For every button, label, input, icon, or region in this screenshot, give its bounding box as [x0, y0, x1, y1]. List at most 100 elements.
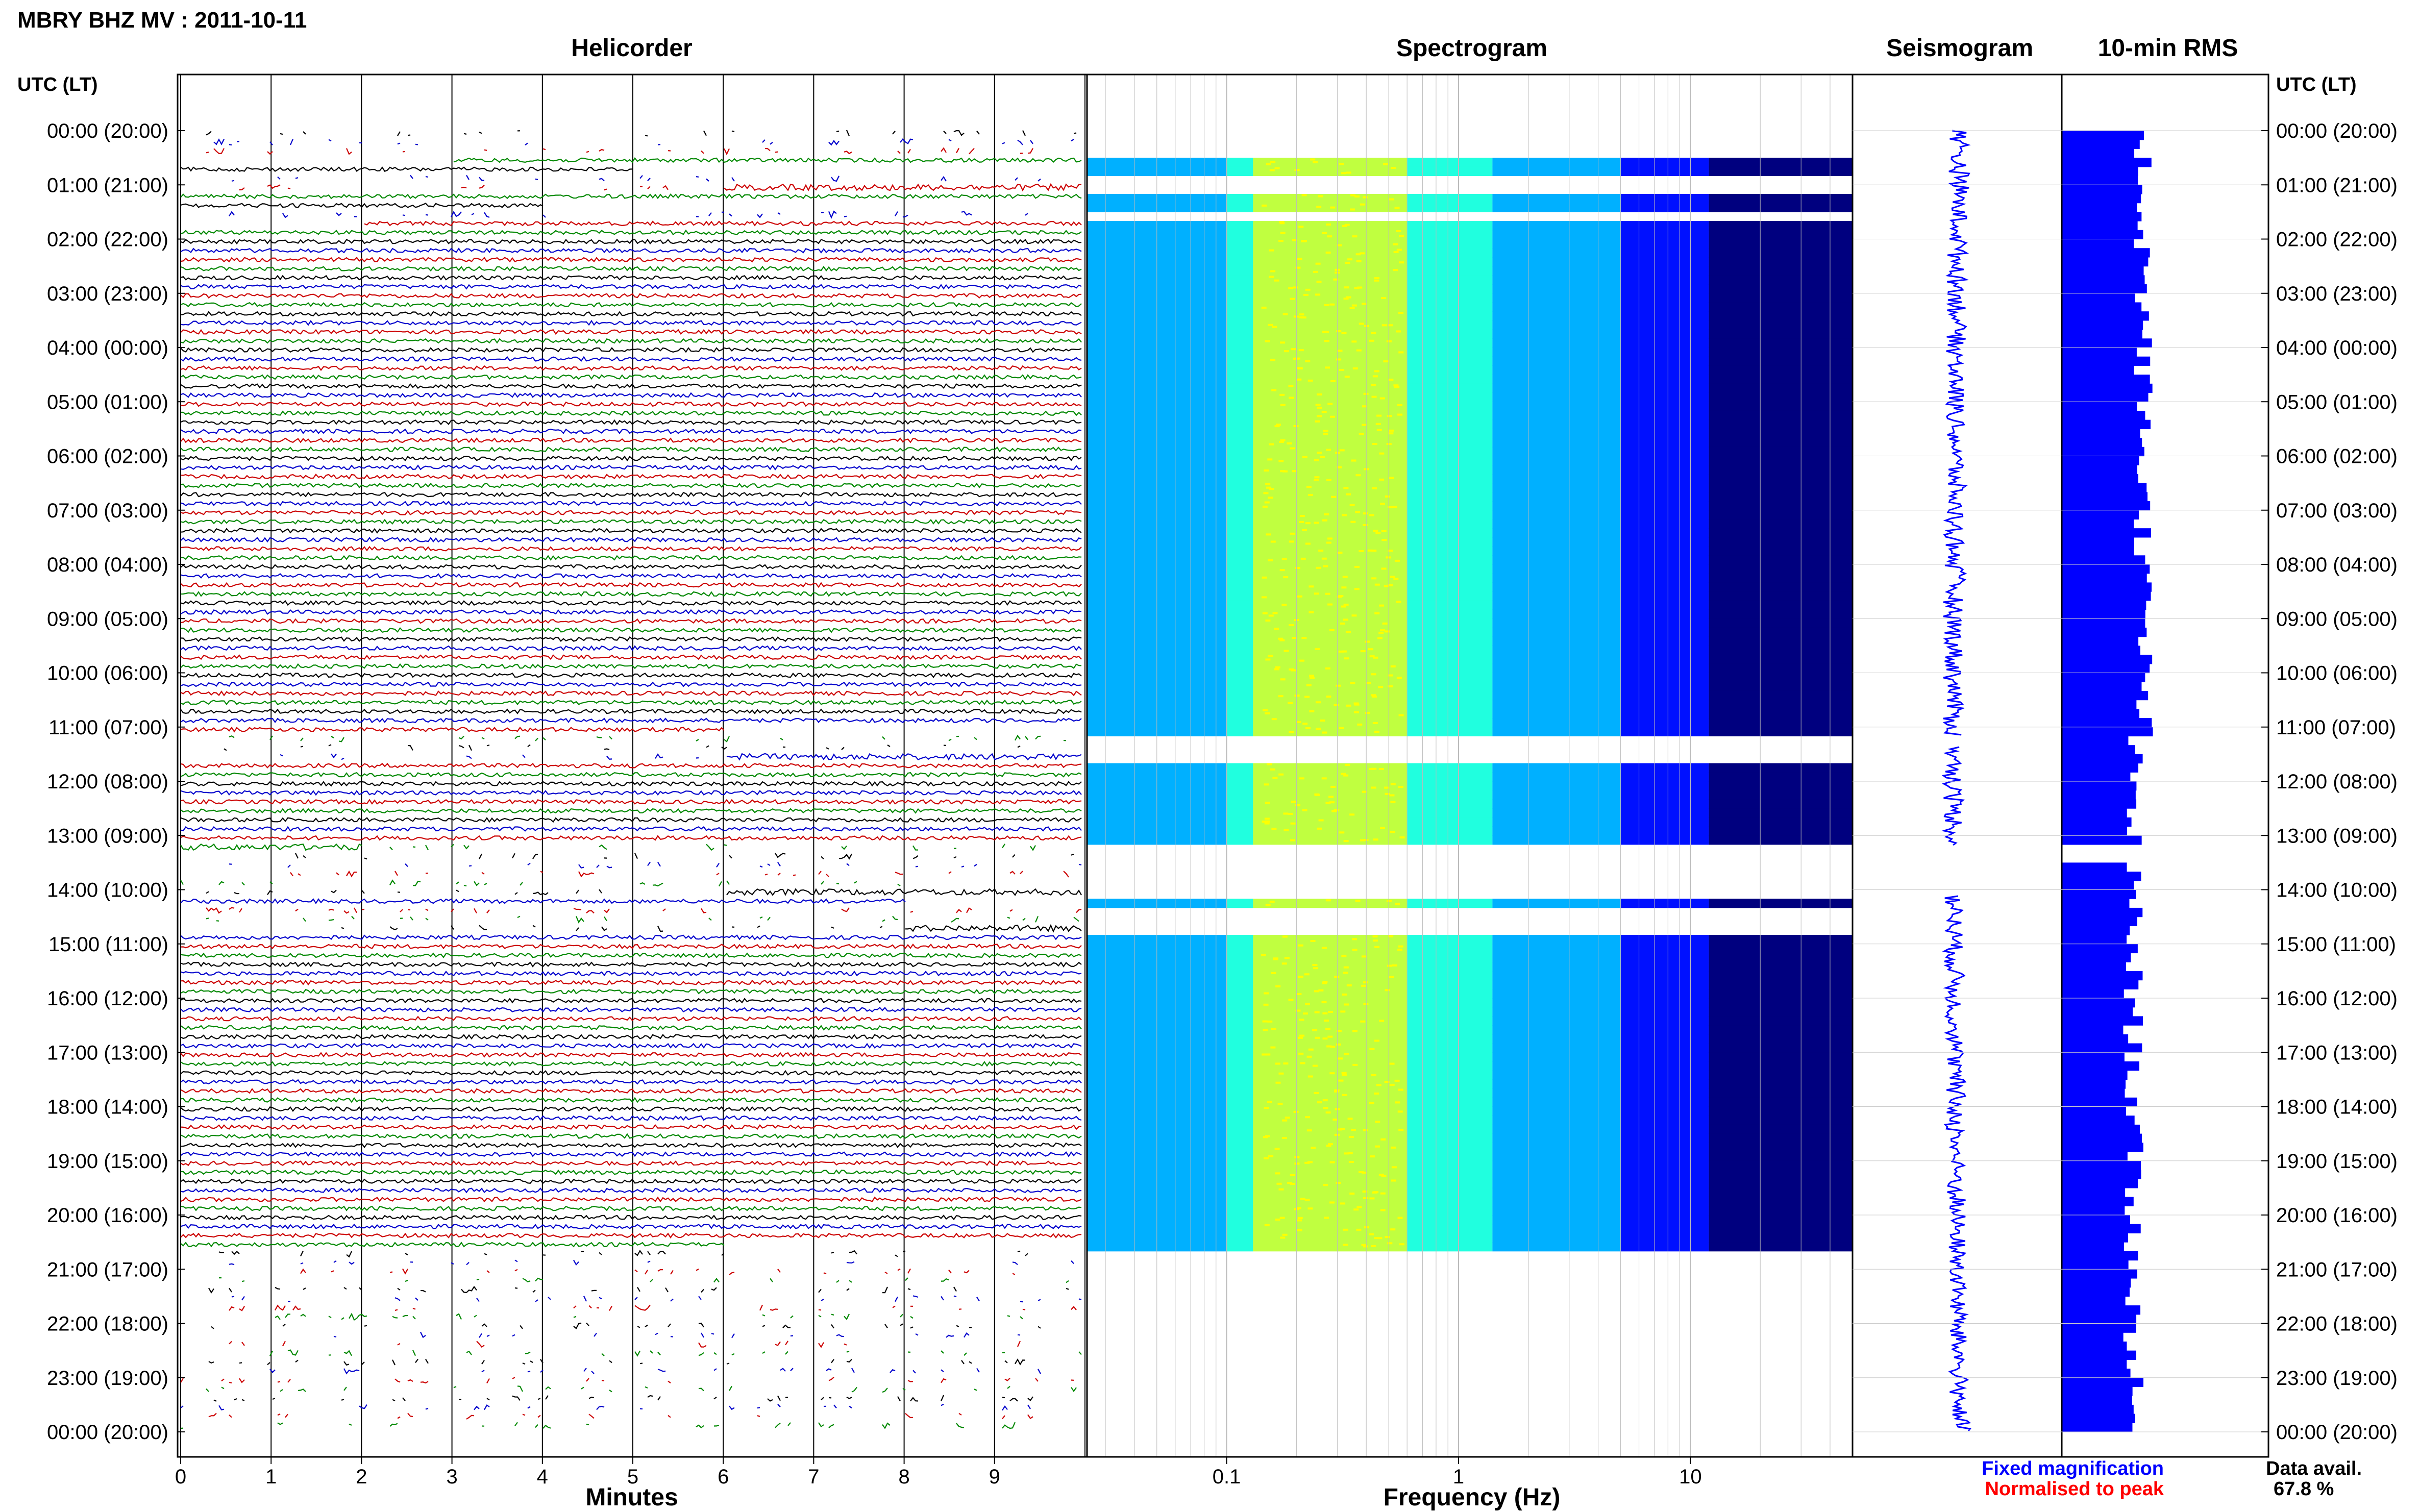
spectrogram-cell [1385, 989, 1390, 992]
spectrogram-cell [1377, 1237, 1383, 1240]
spectrogram-cell [1492, 655, 1621, 664]
spectrogram-cell [1325, 667, 1330, 670]
time-labels: 00:00 (20:00) 00:00 (20:00)01:00 (21:00) 0… [47, 120, 2398, 1444]
spectrogram-cell [1492, 790, 1621, 800]
spectrogram-cell [1386, 900, 1392, 902]
spectrogram-cell [1492, 781, 1621, 791]
spectrogram-cell [1407, 1233, 1493, 1243]
spectrogram-cell [1270, 1046, 1276, 1049]
spectrogram-cell [1226, 1061, 1253, 1071]
spectrogram-cell [1279, 221, 1285, 224]
spectrogram-cell [1226, 483, 1253, 492]
helicorder-trace [180, 636, 1082, 642]
spectrogram-cell [1407, 673, 1493, 682]
helicorder-trace [180, 699, 1082, 706]
spectrogram-cell [1492, 338, 1621, 348]
spectrogram-cell [1282, 1119, 1288, 1122]
spectrogram-cell [1709, 546, 1853, 556]
spectrogram-cell [1374, 946, 1380, 948]
spectrogram-cell [1226, 320, 1253, 330]
spectrogram-cell [1709, 221, 1853, 231]
helicorder-trace [180, 455, 1082, 462]
spectrogram-cell [1355, 511, 1361, 513]
spectrogram-cell [1354, 565, 1360, 568]
rms-frame [2061, 73, 2269, 1458]
spectrogram-cell [1262, 1053, 1267, 1056]
rms-bar [2062, 953, 2131, 962]
spectrogram-cell [1253, 1052, 1408, 1062]
spectrogram-cell [1492, 962, 1621, 972]
spectrogram-cell [1337, 552, 1343, 554]
spectrogram-cell [1334, 809, 1339, 812]
time-label-right: 22:00 (18:00) [2276, 1313, 2398, 1335]
spectrogram-cell [1326, 1145, 1331, 1147]
spectrogram-cell [1620, 817, 1709, 827]
spectrogram-cell [1253, 275, 1408, 285]
spectrogram-cell [1345, 261, 1350, 264]
rms-bar [2062, 284, 2147, 294]
spectrogram-cell [1316, 393, 1322, 395]
time-label-left: 00:00 (20:00) [47, 120, 168, 142]
spectrogram-cell [1226, 799, 1253, 809]
rms-bar [2062, 375, 2150, 384]
spectrogram-cell [1290, 839, 1295, 841]
rms-bar [2062, 275, 2145, 285]
spectrogram-cell [1298, 349, 1304, 352]
spectrogram-cell [1709, 429, 1853, 438]
helicorder-trace [180, 1214, 1082, 1221]
spectrogram-cell [1369, 514, 1374, 516]
spectrogram-cell [1253, 690, 1408, 701]
spectrogram-cell [1226, 673, 1253, 682]
spectrogram-cell [1407, 564, 1493, 574]
spectrogram-cell [1305, 522, 1311, 525]
spectrogram-cell [1492, 365, 1621, 375]
spectrogram-cell [1390, 1228, 1396, 1231]
spectrogram-cell [1312, 1064, 1318, 1067]
spectrogram-cell [1709, 781, 1853, 791]
spectrogram-cell [1329, 1072, 1335, 1075]
helicorder-x-tick-label: 6 [718, 1466, 729, 1488]
spectrogram-cell [1314, 522, 1319, 524]
spectrogram-cell [1355, 474, 1361, 477]
spectrogram-cell [1709, 727, 1853, 736]
helicorder-trace [180, 501, 1082, 507]
spectrogram-cell [1396, 601, 1401, 603]
spectrogram-cell [1298, 975, 1303, 978]
spectrogram-cell [1351, 340, 1357, 343]
rms-bar [2062, 907, 2143, 918]
spectrogram-cell [1387, 1242, 1393, 1245]
spectrogram-cell [1309, 585, 1314, 588]
spectrogram-cell [1326, 1045, 1332, 1048]
spectrogram-cell [1280, 1236, 1286, 1239]
spectrogram-cell [1709, 338, 1853, 348]
spectrogram-cell [1385, 1236, 1390, 1238]
spectrogram-cell [1492, 1079, 1621, 1089]
spectrogram-cell [1226, 447, 1253, 456]
spectrogram-cell [1398, 1088, 1403, 1091]
spectrogram-cell [1353, 702, 1359, 705]
rms-bar [2062, 365, 2134, 375]
rms-bar [2062, 872, 2141, 881]
spectrogram-cell [1709, 1043, 1853, 1053]
spectrogram-cell [1226, 953, 1253, 962]
spectrogram-cell [1291, 669, 1296, 672]
spectrogram-cell [1492, 1152, 1621, 1161]
time-label-left: 13:00 (09:00) [47, 825, 168, 847]
spectrogram-cell [1297, 367, 1302, 369]
spectrogram-cell [1492, 989, 1621, 999]
spectrogram-cell [1620, 383, 1709, 393]
rms-bar [2062, 1332, 2124, 1342]
spectrogram-cell [1305, 360, 1311, 363]
spectrogram-cell [1326, 696, 1331, 698]
spectrogram-cell [1278, 637, 1283, 640]
spectrogram-cell [1280, 341, 1286, 344]
rms-bar [2062, 663, 2150, 674]
spectrogram-cell [1317, 1101, 1322, 1104]
helicorder-trace [180, 311, 1082, 317]
spectrogram-cell [1709, 1007, 1853, 1017]
spectrogram-cell [1393, 384, 1399, 387]
spectrogram-cell [1361, 1244, 1367, 1246]
spectrogram-cell [1492, 537, 1621, 547]
spectrogram-cell [1253, 1061, 1408, 1071]
spectrogram-cell [1407, 348, 1493, 357]
